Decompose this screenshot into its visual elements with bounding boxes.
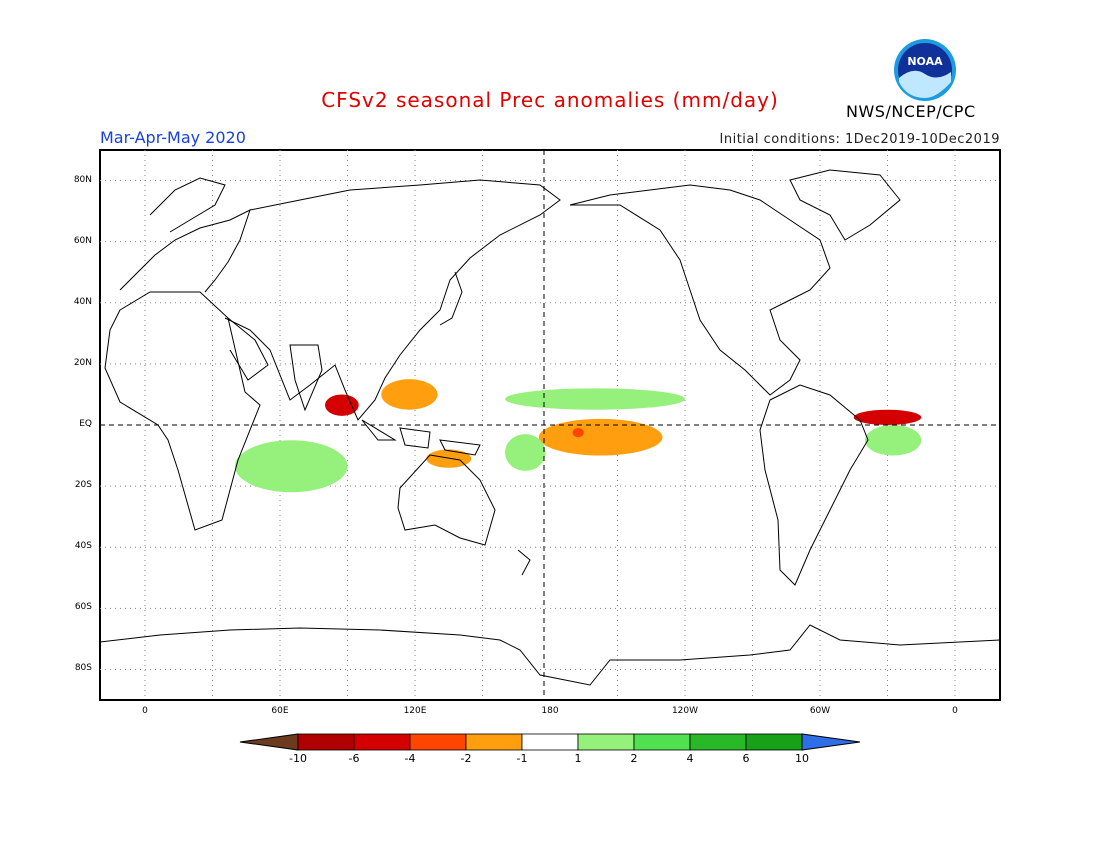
legend-label: 1	[574, 752, 582, 765]
lat-label: 20S	[74, 480, 92, 491]
legend-swatch	[689, 733, 747, 751]
reference-lines	[100, 150, 1000, 700]
legend-arrow-high	[801, 733, 861, 751]
legend-arrow-low	[239, 733, 299, 751]
legend-label: -2	[460, 752, 472, 765]
anomaly-region	[572, 428, 584, 438]
chart-title: CFSv2 seasonal Prec anomalies (mm/day)	[321, 88, 779, 112]
agency-label: NWS/NCEP/CPC	[846, 102, 976, 121]
lon-label: 120E	[403, 706, 427, 716]
lon-label: 120W	[671, 706, 699, 716]
lat-label: EQ	[79, 419, 92, 429]
lat-label: 20N	[73, 357, 92, 368]
coastlines	[100, 169, 1000, 686]
legend-swatch	[409, 733, 467, 751]
anomaly-region	[235, 440, 348, 493]
legend-label: -10	[289, 752, 307, 765]
initial-conditions: Initial conditions: 1Dec2019-10Dec2019	[719, 132, 1000, 147]
lon-label: 0	[952, 706, 958, 716]
noaa-logo-icon: NOAA	[894, 39, 956, 101]
anomaly-areas	[235, 379, 922, 493]
legend-label: 6	[742, 752, 750, 765]
lat-label: 60S	[74, 602, 92, 613]
anomaly-region	[538, 418, 663, 456]
lat-label: 60N	[73, 235, 92, 246]
lon-label: 60W	[809, 706, 831, 716]
anomaly-region	[381, 379, 438, 410]
lat-label: 40N	[73, 296, 92, 307]
lon-label: 60E	[271, 706, 289, 716]
lat-label: 40S	[74, 541, 92, 552]
legend-swatch	[465, 733, 523, 751]
legend-swatch	[521, 733, 579, 751]
lon-label: 180	[541, 706, 559, 716]
lon-label: 0	[142, 706, 148, 716]
legend-label: -4	[404, 752, 416, 765]
legend-swatch	[577, 733, 635, 751]
lat-label: 80S	[74, 663, 92, 674]
anomaly-region	[865, 425, 922, 456]
anomaly-region	[853, 409, 922, 425]
anomaly-region	[505, 434, 546, 471]
legend-label: 4	[686, 752, 694, 765]
legend-label: -6	[348, 752, 360, 765]
legend-swatch	[745, 733, 803, 751]
season-label: Mar-Apr-May 2020	[100, 128, 246, 147]
legend-label: 2	[630, 752, 638, 765]
legend-label: 10	[795, 752, 809, 765]
legend-swatch	[297, 733, 355, 751]
legend-swatch	[353, 733, 411, 751]
noaa-logo-text: NOAA	[907, 55, 943, 68]
lat-label: 80N	[73, 174, 92, 185]
legend-swatch	[633, 733, 691, 751]
legend-label: -1	[516, 752, 528, 765]
anomaly-region	[325, 394, 359, 416]
anomaly-region	[505, 388, 685, 410]
